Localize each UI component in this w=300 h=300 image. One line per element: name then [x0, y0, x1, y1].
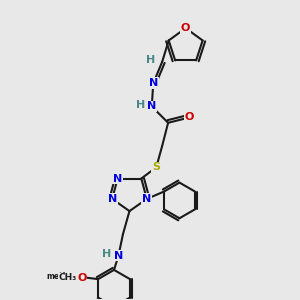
Text: N: N [107, 194, 117, 204]
Text: N: N [113, 173, 122, 184]
Text: N: N [142, 194, 152, 204]
Text: N: N [114, 251, 123, 261]
Text: O: O [185, 112, 194, 122]
Text: O: O [77, 273, 86, 283]
Text: H: H [136, 100, 145, 110]
Text: N: N [147, 101, 156, 111]
Text: O: O [181, 23, 190, 33]
Text: N: N [148, 78, 158, 88]
Text: CH₃: CH₃ [58, 273, 76, 282]
Text: S: S [152, 162, 160, 172]
Text: methoxy: methoxy [46, 272, 84, 281]
Text: H: H [102, 249, 111, 259]
Text: H: H [146, 56, 155, 65]
